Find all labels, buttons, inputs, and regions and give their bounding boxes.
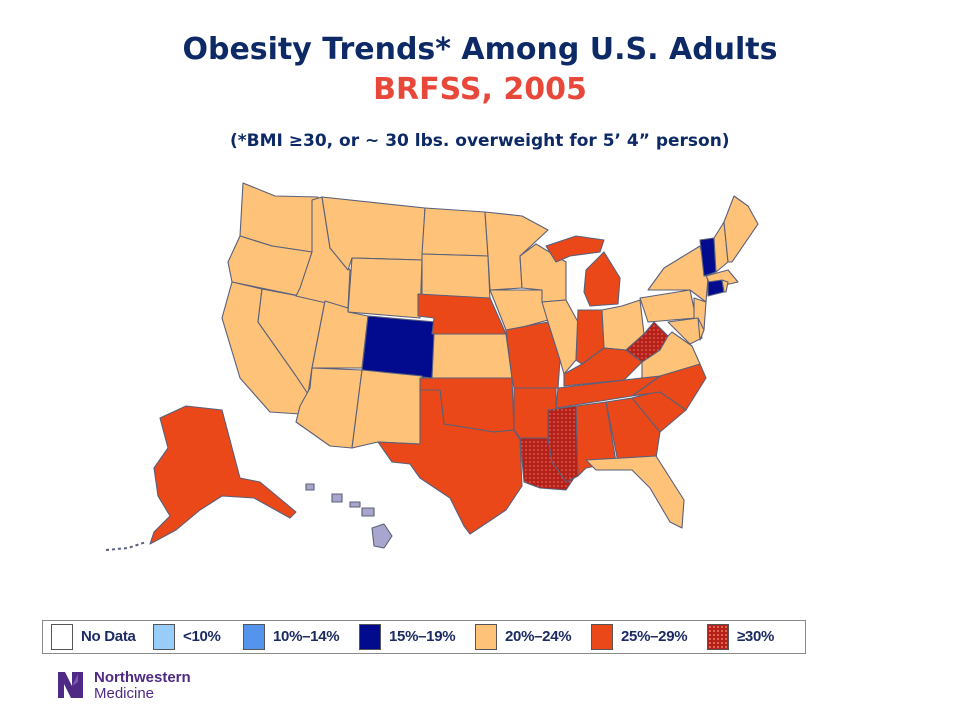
legend-label: <10% bbox=[183, 628, 221, 645]
state-connecticut bbox=[707, 279, 725, 297]
legend-label: ≥30% bbox=[737, 628, 775, 645]
legend-swatch bbox=[243, 624, 265, 650]
legend-swatch bbox=[707, 624, 729, 650]
legend-swatch bbox=[153, 624, 175, 650]
state-hawaii-kauai bbox=[305, 483, 315, 491]
legend-swatch bbox=[591, 624, 613, 650]
state-hawaii-big-island bbox=[371, 523, 393, 549]
state-nebraska bbox=[417, 293, 507, 335]
state-hawaii-maui bbox=[361, 507, 375, 517]
northwestern-medicine-logo: Northwestern Medicine bbox=[56, 668, 276, 702]
state-florida bbox=[585, 455, 685, 529]
state-delaware bbox=[697, 317, 705, 341]
state-rhode-island bbox=[721, 279, 729, 293]
legend-label: 10%–14% bbox=[273, 628, 340, 645]
state-illinois bbox=[541, 299, 579, 375]
state-new-mexico bbox=[351, 369, 423, 449]
state-maryland bbox=[667, 317, 703, 345]
legend-label: No Data bbox=[81, 628, 136, 645]
nm-logo-icon bbox=[58, 672, 83, 698]
legend-label: 20%–24% bbox=[505, 628, 572, 645]
legend-label: 15%–19% bbox=[389, 628, 456, 645]
state-maine bbox=[723, 195, 759, 263]
state-kansas bbox=[431, 333, 513, 379]
alaska-aleutians bbox=[105, 541, 147, 551]
map-title: Obesity Trends* Among U.S. Adults bbox=[182, 32, 778, 67]
state-hawaii-molokai bbox=[349, 501, 361, 508]
state-georgia bbox=[605, 397, 661, 463]
state-alaska bbox=[149, 405, 297, 545]
us-state-map bbox=[105, 182, 759, 551]
state-virginia bbox=[641, 331, 701, 379]
state-hawaii-oahu bbox=[331, 493, 343, 503]
state-south-dakota bbox=[421, 253, 491, 301]
logo-line1: Northwestern bbox=[94, 669, 191, 686]
state-texas bbox=[377, 389, 523, 535]
bmi-note: (*BMI ≥30, or ~ 30 lbs. overweight for 5… bbox=[230, 131, 730, 151]
state-wyoming bbox=[347, 257, 423, 319]
legend-swatch bbox=[51, 624, 73, 650]
state-pennsylvania bbox=[639, 289, 697, 323]
legend: No Data <10% 10%–14% 15%–19% 20%–24% 25%… bbox=[42, 620, 806, 654]
state-michigan-lower bbox=[583, 251, 621, 307]
state-west-virginia bbox=[625, 321, 669, 363]
state-michigan-upper bbox=[545, 235, 605, 263]
legend-label: 25%–29% bbox=[621, 628, 688, 645]
legend-swatch bbox=[475, 624, 497, 650]
logo-line2: Medicine bbox=[94, 685, 155, 702]
map-subtitle: BRFSS, 2005 bbox=[373, 72, 587, 107]
state-north-dakota bbox=[421, 207, 489, 257]
legend-swatch bbox=[359, 624, 381, 650]
state-colorado bbox=[361, 315, 437, 379]
